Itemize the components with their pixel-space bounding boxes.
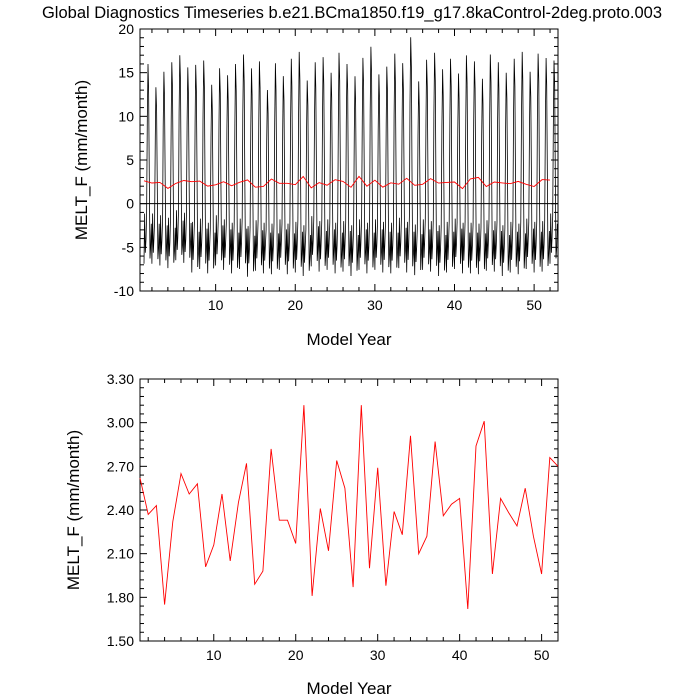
bottom-panel: 1.501.802.102.402.703.003.30 10 20 30 40 50 … — [64, 371, 559, 698]
top-plot-area — [140, 37, 558, 277]
top-ytick-label: 0 — [126, 196, 134, 212]
bottom-xtick-label: 30 — [370, 647, 386, 663]
top-ytick-label: 10 — [118, 108, 134, 124]
top-ytick-label: -5 — [122, 239, 135, 255]
bottom-xtick-label: 10 — [206, 647, 222, 663]
bottom-x-ticks: 10 20 30 40 50 — [147, 379, 559, 663]
top-panel: -10 -5 0 5 10 15 20 10 20 30 40 50 Model Year MELT… — [72, 21, 559, 349]
bottom-plot-area — [139, 405, 559, 610]
bottom-y-ticks: 1.50 1.80 2.10 2.40 2.70 3.00 3.30 — [107, 371, 558, 649]
bottom-ytick-label: 3.30 — [107, 371, 134, 387]
top-x-ticks: 10 20 30 40 50 — [151, 29, 551, 313]
top-y-axis-label: MELT_F (mm/month) — [72, 80, 91, 240]
bottom-y-axis-label: MELT_F (mm/month) — [64, 430, 83, 590]
bottom-xtick-label: 50 — [534, 647, 550, 663]
top-ytick-label: 20 — [118, 21, 134, 37]
top-annual-mean-line — [143, 175, 551, 190]
figure-title: Global Diagnostics Timeseries b.e21.BCma… — [42, 4, 662, 22]
bottom-panel-frame — [139, 378, 559, 642]
top-ytick-label: 15 — [118, 65, 134, 81]
bottom-x-axis-label: Model Year — [306, 679, 391, 698]
top-monthly-series-line — [143, 37, 558, 277]
top-xtick-label: 50 — [526, 297, 542, 313]
top-y-ticks: -10 -5 0 5 10 15 20 — [114, 21, 558, 299]
top-ytick-label: 5 — [126, 152, 134, 168]
top-ytick-label: -10 — [114, 283, 134, 299]
bottom-ytick-label: 2.70 — [107, 458, 134, 474]
top-x-axis-label: Model Year — [306, 330, 391, 349]
bottom-ytick-label: 1.80 — [107, 589, 134, 605]
top-xtick-label: 30 — [367, 297, 383, 313]
bottom-annual-mean-line — [139, 405, 559, 610]
top-xtick-label: 40 — [447, 297, 463, 313]
top-xtick-label: 20 — [287, 297, 303, 313]
bottom-ytick-label: 3.00 — [107, 415, 134, 431]
bottom-ytick-label: 1.50 — [107, 633, 134, 649]
bottom-ytick-label: 2.40 — [107, 502, 134, 518]
bottom-xtick-label: 40 — [452, 647, 468, 663]
top-xtick-label: 10 — [208, 297, 224, 313]
bottom-ytick-label: 2.10 — [107, 546, 134, 562]
bottom-xtick-label: 20 — [288, 647, 304, 663]
